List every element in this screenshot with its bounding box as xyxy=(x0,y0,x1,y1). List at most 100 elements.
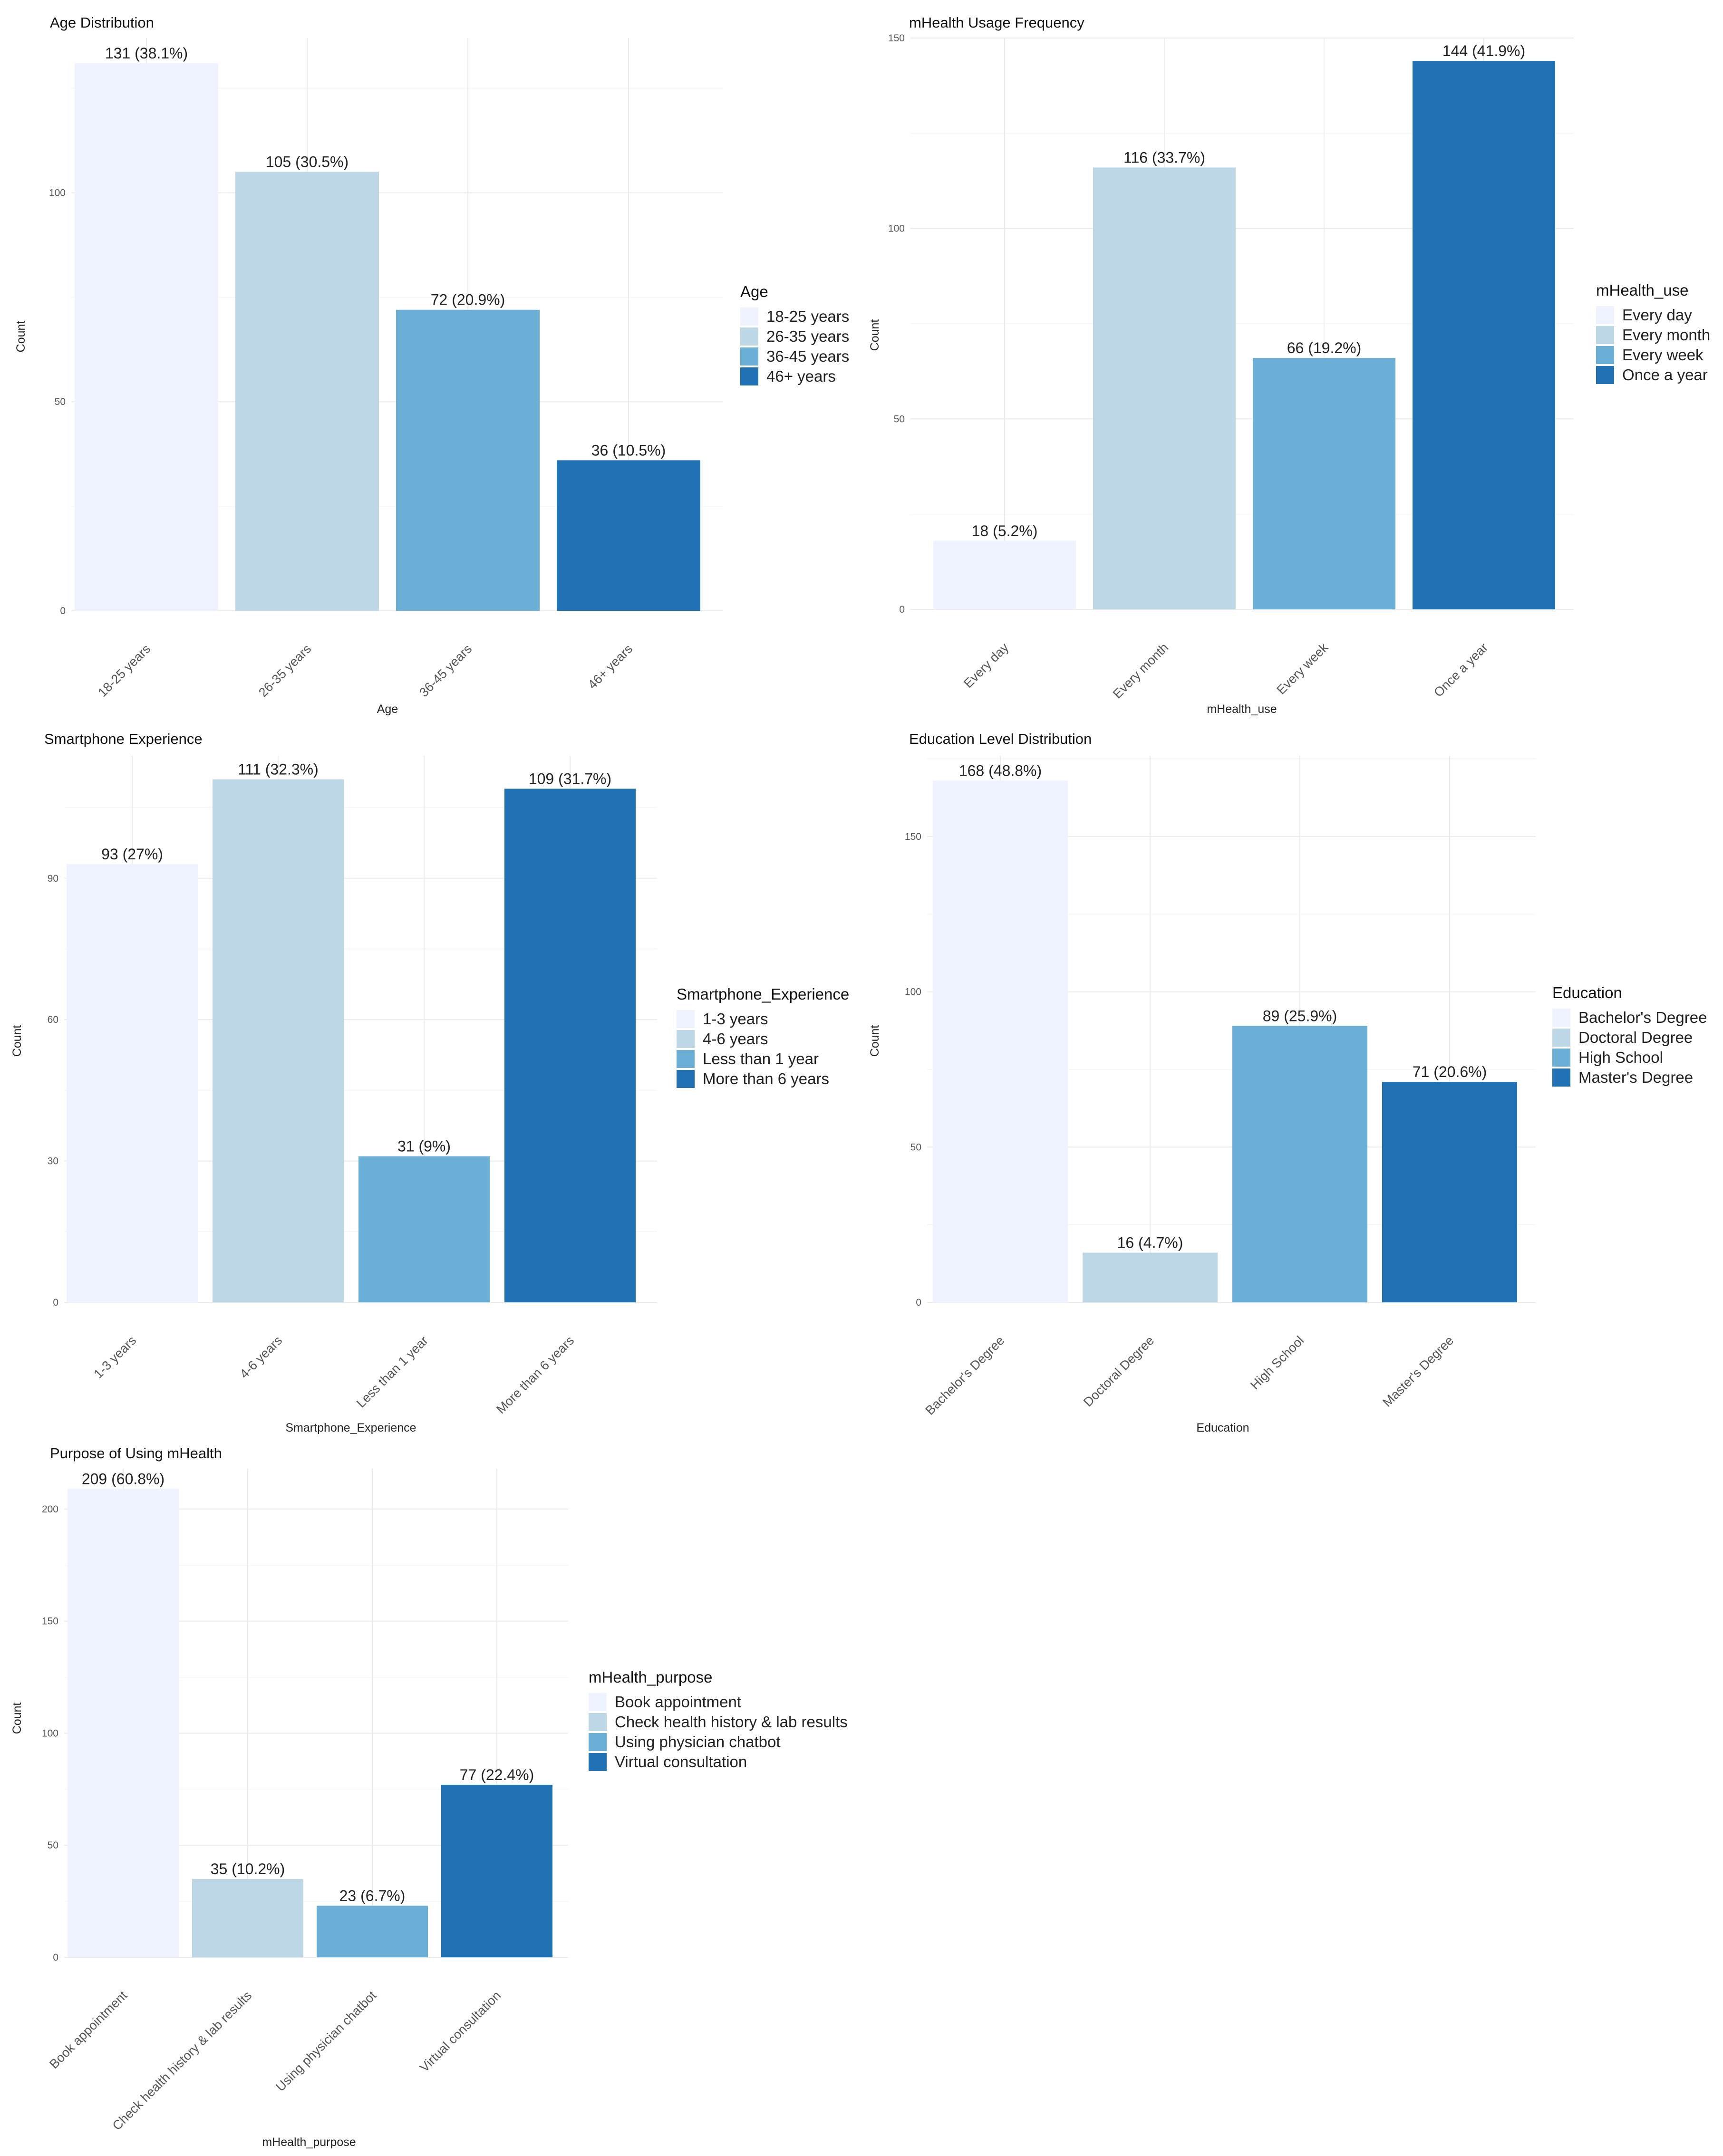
legend-label: Bachelor's Degree xyxy=(1578,1009,1707,1026)
legend-swatch xyxy=(1552,1009,1570,1027)
data-label: 89 (25.9%) xyxy=(1263,1007,1337,1024)
bar-every-week xyxy=(1253,358,1395,609)
y-tick-label: 100 xyxy=(905,987,921,998)
y-tick-label: 100 xyxy=(888,223,905,234)
x-tick-label: Virtual consultation xyxy=(417,1988,503,2075)
bar-once-a-year xyxy=(1413,61,1555,610)
x-axis-title: mHealth_use xyxy=(1207,703,1277,716)
bar-26-35-years xyxy=(235,172,379,611)
panel-5: 0 50 100 150 200 209 (60.8%) Book appointment 3… xyxy=(10,1445,848,2149)
y-tick-label: 50 xyxy=(894,414,905,424)
legend-swatch xyxy=(1596,306,1614,324)
data-label: 109 (31.7%) xyxy=(529,770,611,787)
legend-label: More than 6 years xyxy=(703,1070,829,1088)
legend-swatch xyxy=(1596,366,1614,384)
data-label: 36 (10.5%) xyxy=(591,442,666,459)
y-tick-label: 0 xyxy=(53,1297,58,1308)
data-label: 66 (19.2%) xyxy=(1287,339,1362,356)
legend-swatch xyxy=(677,1010,695,1028)
data-label: 209 (60.8%) xyxy=(82,1470,165,1487)
data-label: 116 (33.7%) xyxy=(1123,149,1205,166)
legend-label: Once a year xyxy=(1622,366,1708,384)
legend-title: Age xyxy=(740,283,768,300)
bar-book-appointment xyxy=(68,1489,179,1957)
y-tick-label: 50 xyxy=(55,396,66,407)
y-tick-label: 0 xyxy=(53,1952,58,1963)
legend-label: Every day xyxy=(1622,306,1692,324)
x-tick-label: 18-25 years xyxy=(95,642,153,700)
data-label: 105 (30.5%) xyxy=(266,153,348,170)
x-tick-label: More than 6 years xyxy=(494,1333,577,1416)
legend-swatch xyxy=(589,1713,607,1731)
legend-swatch xyxy=(1596,346,1614,364)
y-axis-title: Count xyxy=(868,319,881,351)
y-tick-label: 90 xyxy=(48,873,58,884)
data-label: 93 (27%) xyxy=(101,846,163,863)
legend-label: Using physician chatbot xyxy=(615,1733,781,1751)
chart-title: Purpose of Using mHealth xyxy=(50,1445,222,1462)
legend-swatch xyxy=(1552,1029,1570,1047)
y-tick-label: 150 xyxy=(888,33,905,44)
data-label: 18 (5.2%) xyxy=(972,522,1038,539)
legend-label: High School xyxy=(1578,1049,1663,1066)
legend-swatch xyxy=(589,1733,607,1751)
panel-2: 0 50 100 150 18 (5.2%) Every day 116 (33.7%) Ev… xyxy=(868,14,1710,716)
x-tick-label: Bachelor's Degree xyxy=(923,1333,1007,1418)
y-tick-label: 150 xyxy=(905,831,921,842)
legend-swatch xyxy=(677,1030,695,1048)
legend-label: 26-35 years xyxy=(766,327,849,345)
y-axis-title: Count xyxy=(14,321,28,353)
x-tick-label: Check health history & lab results xyxy=(110,1988,255,2133)
x-tick-label: Doctoral Degree xyxy=(1081,1333,1157,1409)
legend-swatch xyxy=(1596,326,1614,344)
legend-label: 1-3 years xyxy=(703,1010,768,1028)
y-tick-label: 60 xyxy=(48,1014,58,1025)
bar-bachelor-s-degree xyxy=(933,780,1068,1302)
bar-4-6-years xyxy=(213,779,344,1302)
x-tick-label: Every week xyxy=(1274,640,1331,697)
x-axis-title: Smartphone_Experience xyxy=(285,1421,416,1434)
chart-title: Education Level Distribution xyxy=(909,731,1092,747)
data-label: 131 (38.1%) xyxy=(105,45,188,62)
legend: Age 18-25 years 26-35 years 36-45 years 46+ … xyxy=(740,283,849,385)
x-tick-label: 26-35 years xyxy=(256,642,314,700)
bar-high-school xyxy=(1232,1026,1367,1302)
panel-1: 0 50 100 131 (38.1%) 18-25 years 105 (30.5%) 2… xyxy=(14,14,849,716)
y-tick-label: 0 xyxy=(899,604,905,615)
chart-title: Age Distribution xyxy=(50,14,154,31)
legend-label: Master's Degree xyxy=(1578,1068,1693,1086)
data-label: 71 (20.6%) xyxy=(1413,1063,1487,1080)
legend-label: Check health history & lab results xyxy=(615,1713,848,1731)
bar-master-s-degree xyxy=(1382,1082,1517,1302)
legend-label: Less than 1 year xyxy=(703,1050,819,1068)
legend-label: 18-25 years xyxy=(766,308,849,325)
y-tick-label: 50 xyxy=(910,1142,921,1153)
bar-virtual-consultation xyxy=(441,1784,552,1957)
legend-title: Education xyxy=(1552,984,1622,1001)
x-axis-title: Age xyxy=(377,703,398,716)
legend: mHealth_purpose Book appointment Check hea… xyxy=(589,1668,848,1771)
bar-less-than-1-year xyxy=(358,1156,490,1302)
x-tick-label: Every day xyxy=(961,640,1011,691)
data-label: 144 (41.9%) xyxy=(1442,42,1525,59)
x-tick-label: Book appointment xyxy=(47,1988,130,2071)
y-tick-label: 100 xyxy=(42,1728,58,1739)
y-tick-label: 50 xyxy=(48,1840,58,1851)
legend-label: Book appointment xyxy=(615,1693,741,1711)
legend: Education Bachelor's Degree Doctoral Degre… xyxy=(1552,984,1707,1087)
bar-18-25-years xyxy=(75,63,218,611)
x-tick-label: Once a year xyxy=(1431,640,1491,700)
x-tick-label: 4-6 years xyxy=(237,1333,285,1381)
panel-4: 0 50 100 150 168 (48.8%) Bachelor's Degree 16 … xyxy=(868,731,1707,1434)
y-axis-title: Count xyxy=(10,1703,24,1734)
legend-swatch xyxy=(677,1070,695,1088)
legend-swatch xyxy=(589,1693,607,1711)
y-tick-label: 150 xyxy=(42,1616,58,1627)
bar-every-day xyxy=(933,540,1076,609)
legend-swatch xyxy=(740,308,758,326)
data-label: 77 (22.4%) xyxy=(460,1766,534,1783)
chart-title: Smartphone Experience xyxy=(44,731,203,747)
x-tick-label: 46+ years xyxy=(585,642,636,692)
data-label: 168 (48.8%) xyxy=(959,762,1042,779)
y-tick-label: 0 xyxy=(916,1297,921,1308)
